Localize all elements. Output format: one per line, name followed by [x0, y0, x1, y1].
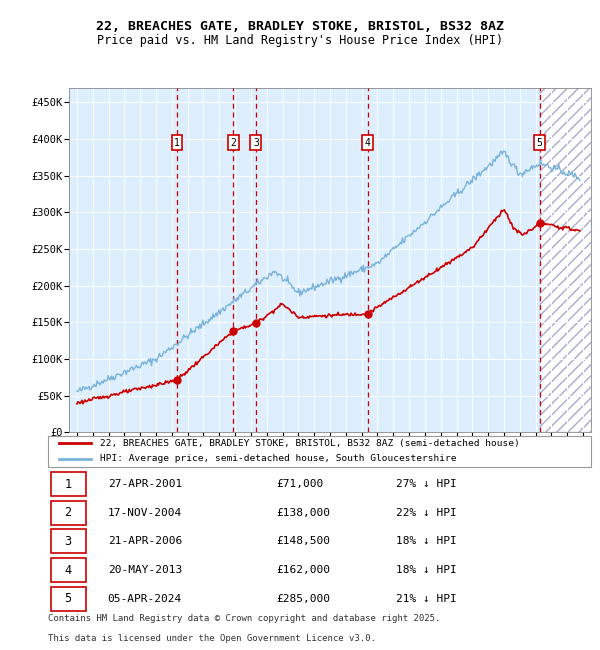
Text: £148,500: £148,500 — [276, 536, 330, 547]
Text: 27-APR-2001: 27-APR-2001 — [108, 479, 182, 489]
Text: 22, BREACHES GATE, BRADLEY STOKE, BRISTOL, BS32 8AZ: 22, BREACHES GATE, BRADLEY STOKE, BRISTO… — [96, 20, 504, 32]
Text: 3: 3 — [65, 535, 71, 548]
FancyBboxPatch shape — [51, 558, 86, 582]
Text: 27% ↓ HPI: 27% ↓ HPI — [395, 479, 456, 489]
Text: 21% ↓ HPI: 21% ↓ HPI — [395, 593, 456, 604]
Text: £138,000: £138,000 — [276, 508, 330, 518]
Text: £162,000: £162,000 — [276, 565, 330, 575]
Text: 20-MAY-2013: 20-MAY-2013 — [108, 565, 182, 575]
FancyBboxPatch shape — [51, 473, 86, 496]
Text: £71,000: £71,000 — [276, 479, 323, 489]
Text: 5: 5 — [65, 592, 71, 605]
Text: 18% ↓ HPI: 18% ↓ HPI — [395, 565, 456, 575]
Text: 18% ↓ HPI: 18% ↓ HPI — [395, 536, 456, 547]
Text: 2: 2 — [230, 138, 236, 148]
Text: 17-NOV-2004: 17-NOV-2004 — [108, 508, 182, 518]
Text: Contains HM Land Registry data © Crown copyright and database right 2025.: Contains HM Land Registry data © Crown c… — [48, 614, 440, 623]
Text: Price paid vs. HM Land Registry's House Price Index (HPI): Price paid vs. HM Land Registry's House … — [97, 34, 503, 47]
Text: 22, BREACHES GATE, BRADLEY STOKE, BRISTOL, BS32 8AZ (semi-detached house): 22, BREACHES GATE, BRADLEY STOKE, BRISTO… — [100, 439, 520, 448]
Text: 3: 3 — [253, 138, 259, 148]
Text: This data is licensed under the Open Government Licence v3.0.: This data is licensed under the Open Gov… — [48, 634, 376, 643]
Text: 1: 1 — [174, 138, 180, 148]
Text: 2: 2 — [65, 506, 71, 519]
Text: 4: 4 — [65, 564, 71, 577]
Text: 21-APR-2006: 21-APR-2006 — [108, 536, 182, 547]
Text: HPI: Average price, semi-detached house, South Gloucestershire: HPI: Average price, semi-detached house,… — [100, 454, 456, 463]
Text: 4: 4 — [365, 138, 371, 148]
FancyBboxPatch shape — [51, 587, 86, 610]
Text: 1: 1 — [65, 478, 71, 491]
FancyBboxPatch shape — [51, 501, 86, 525]
Text: 22% ↓ HPI: 22% ↓ HPI — [395, 508, 456, 518]
FancyBboxPatch shape — [51, 530, 86, 553]
Text: £285,000: £285,000 — [276, 593, 330, 604]
Text: 05-APR-2024: 05-APR-2024 — [108, 593, 182, 604]
Bar — [540, 88, 599, 432]
FancyBboxPatch shape — [48, 436, 591, 467]
Text: 5: 5 — [537, 138, 542, 148]
